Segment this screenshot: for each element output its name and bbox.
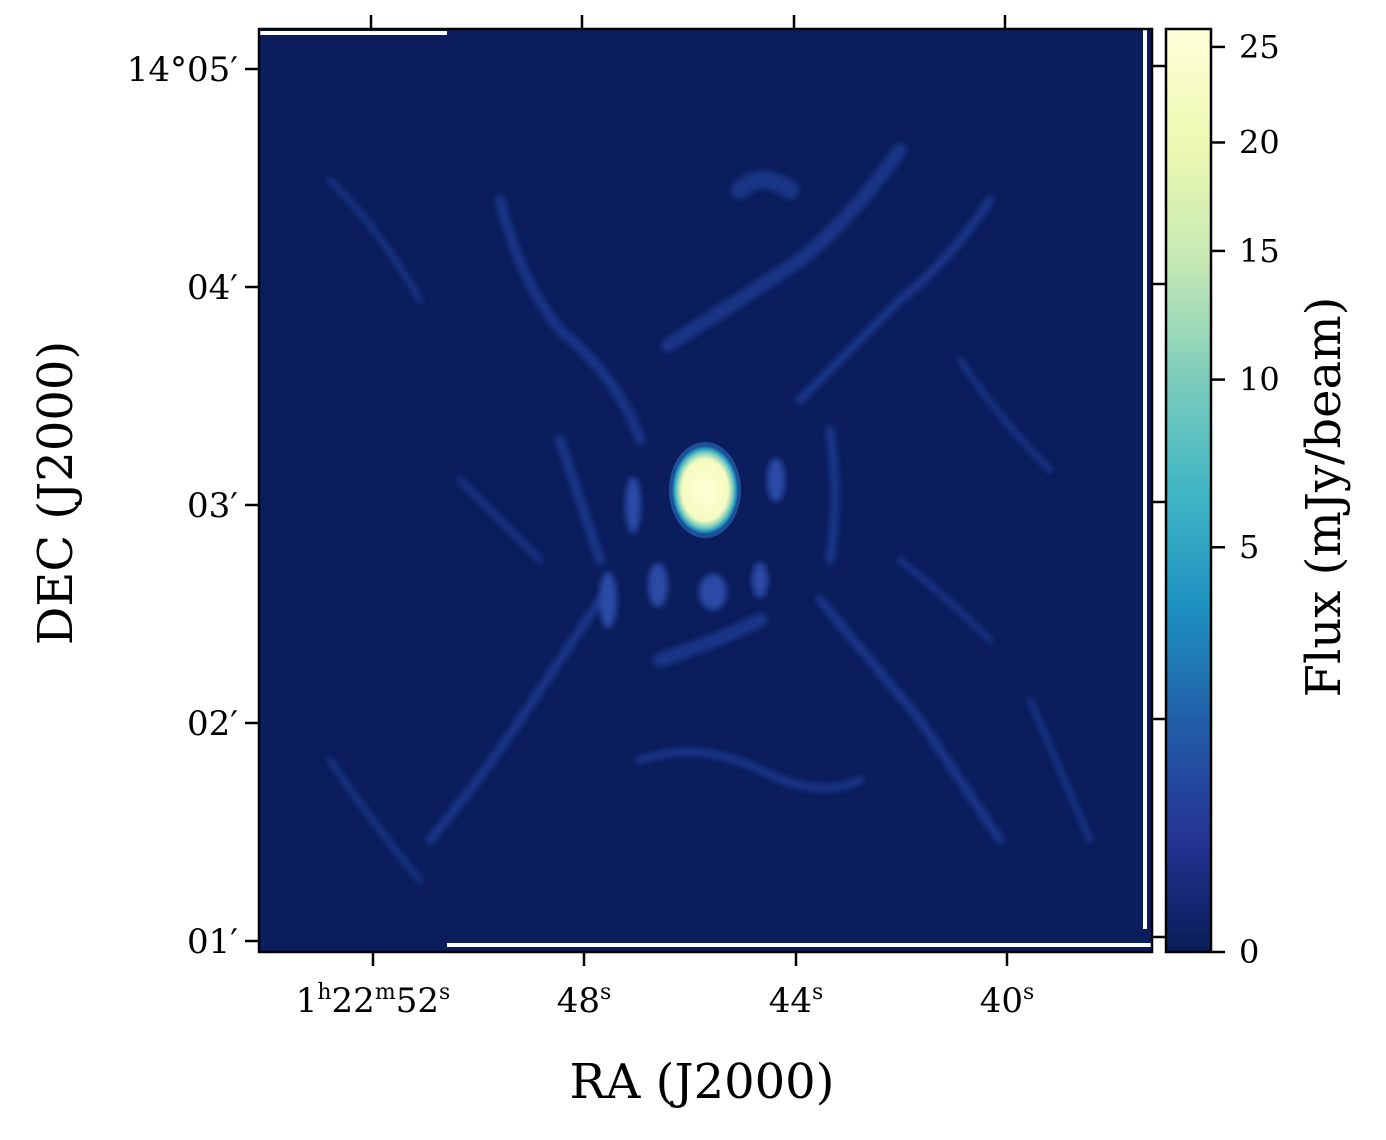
sidelobes <box>599 458 785 628</box>
colorbar-tick-label-2: 10 <box>1239 361 1280 399</box>
x-tick-label-0: 1h22m52s <box>296 980 451 1021</box>
colorbar-label: Flux (mJy/beam) <box>1296 297 1352 698</box>
x-axis-label: RA (J2000) <box>570 1054 835 1110</box>
y-tick-label-2: 03′ <box>187 486 238 526</box>
x-tick-label-1: 48s <box>557 980 612 1021</box>
colorbar: 0 5 10 15 20 25 Flux (mJy/beam) <box>1164 27 1352 971</box>
y-tick-label-3: 02′ <box>187 704 238 744</box>
y-axis-label: DEC (J2000) <box>28 341 84 645</box>
colorbar-tick-label-5: 25 <box>1239 28 1280 66</box>
x-axis: 1h22m52s 48s 44s 40s RA (J2000) <box>296 15 1035 1110</box>
colorbar-tick-label-0: 0 <box>1239 933 1259 971</box>
x-tick-marks <box>369 15 1009 966</box>
y-axis: 14°05′ 04′ 03′ 02′ 01′ DEC (J2000) <box>28 50 1166 962</box>
source-core-0 <box>672 446 738 534</box>
colorbar-tick-label-4: 20 <box>1239 123 1280 161</box>
sky-image <box>257 27 1154 954</box>
x-tick-label-2: 44s <box>769 980 824 1021</box>
x-tick-label-3: 40s <box>980 980 1035 1021</box>
colorbar-tick-label-3: 15 <box>1239 232 1280 270</box>
edge-artifact-top <box>259 31 447 35</box>
colorbar-gradient <box>1166 29 1211 952</box>
source-layer <box>669 442 741 538</box>
y-tick-label-1: 04′ <box>187 268 238 308</box>
noise-structures <box>327 143 1093 883</box>
colorbar-tick-label-1: 5 <box>1239 528 1259 566</box>
colorbar-frame <box>1164 27 1213 954</box>
edge-artifact-right <box>1143 29 1147 929</box>
edge-artifact-bottom <box>447 943 1152 947</box>
colorbar-ticks: 0 5 10 15 20 25 <box>1211 28 1280 971</box>
y-tick-marks <box>245 64 1166 943</box>
image-frame <box>257 27 1154 954</box>
y-tick-label-0: 14°05′ <box>127 50 238 90</box>
y-tick-label-4: 01′ <box>187 922 238 962</box>
